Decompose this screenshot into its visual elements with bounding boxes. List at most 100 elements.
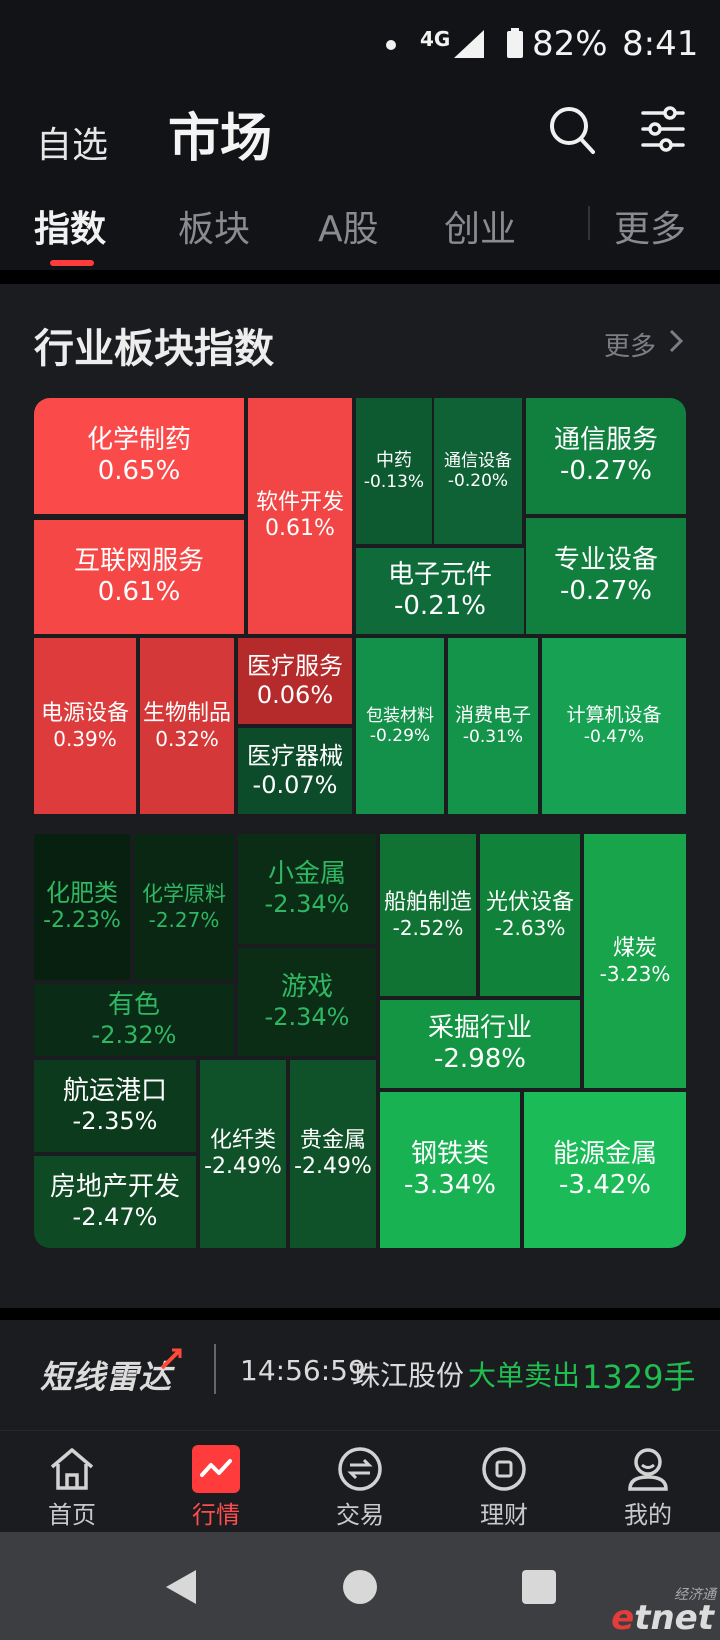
tab-index[interactable]: 指数 [34,209,107,250]
treemap-tile[interactable]: 能源金属 -3.42% [524,1092,686,1248]
tab-more[interactable]: 更多 [614,209,687,250]
radar-logo: 短线雷达 [40,1358,173,1396]
radar-action: 大单卖出 [468,1359,581,1392]
search-icon[interactable] [548,104,596,156]
treemap-tile[interactable]: 贵金属 -2.49% [290,1060,376,1248]
nav-trade[interactable]: 交易 [288,1431,432,1533]
clock: 8:41 [622,24,699,64]
treemap-tile[interactable]: 包装材料 -0.29% [356,638,444,814]
tab-separator [588,206,590,240]
watermark-top: 经济通 [674,1587,716,1603]
tile-value: -0.13% [363,471,425,492]
treemap-tile[interactable]: 航运港口 -2.35% [34,1060,196,1152]
treemap-tile[interactable]: 通信设备 -0.20% [434,398,522,544]
filter-icon[interactable] [640,104,686,154]
treemap-tile[interactable]: 医疗服务 0.06% [238,638,352,724]
treemap-tile[interactable]: 电子元件 -0.21% [356,548,524,634]
treemap-tile[interactable]: 小金属 -2.34% [238,834,376,944]
tile-name: 互联网服务 [73,545,204,576]
tile-name: 电子元件 [387,559,492,590]
tile-value: 0.32% [155,727,219,752]
treemap-tile[interactable]: 化学原料 -2.27% [134,834,234,980]
treemap-tile[interactable]: 消费电子 -0.31% [448,638,538,814]
section-divider [0,270,720,284]
treemap-tile[interactable]: 采掘行业 -2.98% [380,1000,580,1088]
treemap-tile[interactable]: 计算机设备 -0.47% [542,638,686,814]
treemap-tile[interactable]: 生物制品 0.32% [140,638,234,814]
nav-home[interactable]: 首页 [0,1431,144,1533]
signal-icon [454,30,484,58]
treemap-tile[interactable]: 煤炭 -3.23% [584,834,686,1088]
status-bar: 4G 82% 8:41 [0,0,720,90]
tile-value: 0.06% [256,681,334,709]
nav-market-label: 行情 [192,1501,240,1529]
nav-wealth[interactable]: 理财 [432,1431,576,1533]
radar-spark-icon [160,1348,182,1370]
watchlist-tab[interactable]: 自选 [36,125,109,166]
battery-percent: 82% [532,24,608,64]
network-type: 4G [420,27,451,51]
tile-name: 中药 [376,450,412,471]
tile-value: -0.27% [560,456,652,486]
chart-icon [192,1445,240,1493]
tile-name: 能源金属 [552,1138,657,1169]
treemap-tile[interactable]: 专业设备 -0.27% [526,518,686,634]
chevron-right-icon[interactable] [668,328,684,354]
treemap-tile[interactable]: 钢铁类 -3.34% [380,1092,520,1248]
treemap-tile[interactable]: 化肥类 -2.23% [34,834,130,980]
treemap-tile[interactable]: 通信服务 -0.27% [526,398,686,514]
treemap-tile[interactable]: 船舶制造 -2.52% [380,834,476,996]
radar-time: 14:56:59 [240,1354,366,1387]
tile-name: 医疗服务 [247,652,343,681]
treemap-tile[interactable]: 光伏设备 -2.63% [480,834,580,996]
nav-market[interactable]: 行情 [144,1431,288,1533]
tile-value: -0.31% [462,727,524,748]
bottom-nav: 首页 行情 交易 理财 我的 [0,1430,720,1532]
tile-value: 0.61% [97,577,181,607]
tile-name: 化肥类 [46,879,118,908]
tab-a-shares[interactable]: A股 [318,209,379,250]
tile-name: 包装材料 [366,705,434,726]
tile-name: 房地产开发 [49,1172,180,1202]
tile-value: -0.07% [252,771,338,799]
battery-icon [507,28,523,58]
treemap-tile[interactable]: 中药 -0.13% [356,398,432,544]
market-tabs: 指数 板块 A股 创业 更多 [0,190,720,270]
tile-value: -2.47% [72,1203,158,1232]
sector-treemap: 化学制药 0.65% 互联网服务 0.61% 软件开发 0.61% 电源设备 0.39% 生物制… [34,398,686,1286]
short-term-radar[interactable]: 短线雷达 14:56:59 珠江股份 大单卖出 1329手 [0,1320,720,1430]
tile-name: 软件开发 [255,489,344,515]
tab-chinext[interactable]: 创业 [444,209,517,250]
active-tab-indicator [50,260,94,266]
tile-value: -2.63% [494,916,566,941]
market-tab[interactable]: 市场 [168,109,273,169]
tile-value: -3.34% [404,1170,496,1200]
home-button-icon[interactable] [343,1570,377,1604]
tile-name: 航运港口 [62,1076,167,1106]
tile-name: 有色 [107,990,160,1020]
recent-apps-icon[interactable] [522,1570,556,1604]
nav-profile[interactable]: 我的 [576,1431,720,1533]
treemap-tile[interactable]: 化纤类 -2.49% [200,1060,286,1248]
treemap-tile[interactable]: 游戏 -2.34% [238,948,376,1056]
treemap-tile[interactable]: 电源设备 0.39% [34,638,136,814]
tile-name: 小金属 [267,859,346,889]
tile-value: -2.52% [392,916,464,941]
treemap-tile[interactable]: 化学制药 0.65% [34,398,244,514]
treemap-tile[interactable]: 房地产开发 -2.47% [34,1156,196,1248]
tile-name: 光伏设备 [485,889,574,915]
tile-name: 消费电子 [454,704,531,727]
tile-value: -2.34% [264,1003,350,1032]
wealth-icon [482,1447,526,1491]
more-link[interactable]: 更多 [604,332,657,362]
treemap-tile[interactable]: 有色 -2.32% [34,984,234,1056]
treemap-tile[interactable]: 互联网服务 0.61% [34,520,244,634]
tile-value: 0.61% [265,516,335,541]
tile-value: -0.21% [394,591,486,621]
treemap-tile[interactable]: 医疗器械 -0.07% [238,728,352,814]
treemap-tile[interactable]: 软件开发 0.61% [248,398,352,634]
tile-name: 化学原料 [142,882,226,907]
back-icon[interactable] [164,1568,198,1606]
tab-sector[interactable]: 板块 [178,209,251,250]
tile-name: 化学制药 [86,424,191,455]
